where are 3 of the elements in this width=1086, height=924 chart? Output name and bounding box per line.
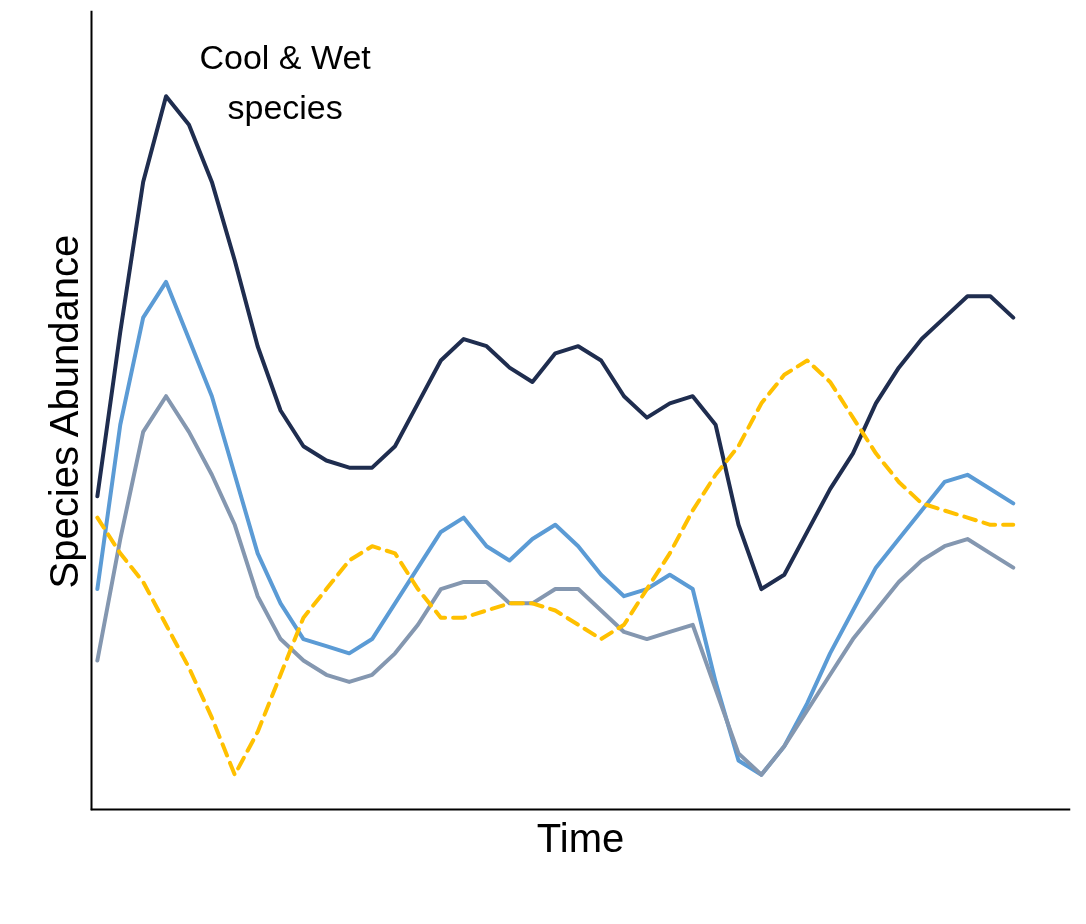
y-axis-title: Species Abundance xyxy=(41,234,86,589)
x-axis-title: Time xyxy=(536,815,625,860)
annotation: Cool & Wet species xyxy=(199,38,372,126)
